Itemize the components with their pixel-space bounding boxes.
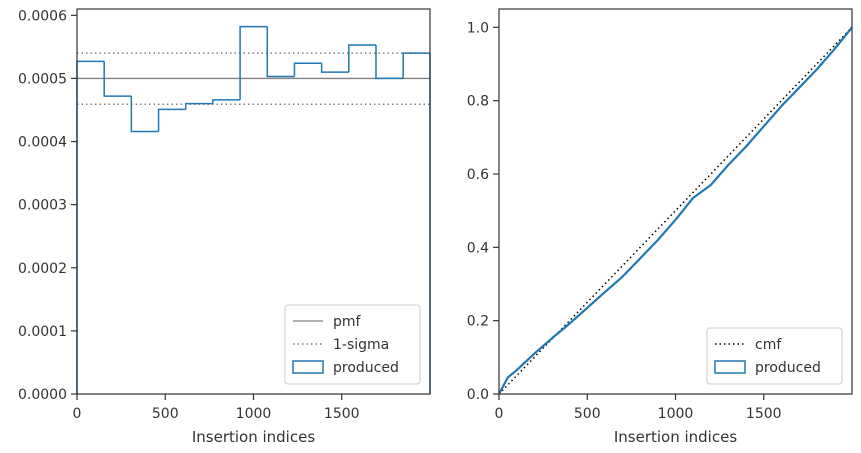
histogram-panel: 0 500 1000 1500 0.0000 0.0001 0.0002 0.0003 0.00… [18,8,431,446]
histogram-bin [103,61,132,97]
histogram-x-tick-label: 500 [152,406,179,422]
cumulative-x-tick-label: 1500 [746,406,782,422]
histogram-x-axis-label: Insertion indices [192,428,315,446]
histogram-bin [320,63,349,73]
histogram-legend-handle-produced [292,360,324,374]
histogram-legend: pmf 1-sigma produced [284,304,421,385]
cumulative-y-tick-label: 0.2 [467,314,489,330]
cumulative-x-tick-label: 500 [574,406,601,422]
cumulative-y-tick-label: 0.4 [467,240,489,256]
histogram-legend-box [284,304,421,385]
cumulative-y-tick-label: 0.0 [467,387,489,403]
cumulative-y-tick-label: 0.6 [467,167,489,183]
histogram-y-tick-label: 0.0003 [18,198,67,214]
histogram-bin [293,62,322,77]
cumulative-legend-label-produced: produced [755,360,821,376]
cumulative-legend-handle-produced [714,360,746,374]
cumulative-x-tick-label: 0 [495,406,504,422]
histogram-bin [239,25,268,100]
histogram-bin [375,44,404,80]
cumulative-x-axis-label: Insertion indices [614,428,737,446]
histogram-legend-label-sigma: 1-sigma [333,337,389,353]
cumulative-legend-box [706,327,843,385]
cumulative-legend: cmf produced [706,327,843,385]
histogram-x-tick-label: 1500 [324,406,360,422]
histogram-bin [266,26,295,78]
histogram-legend-label-pmf: pmf [333,314,362,330]
histogram-y-tick-label: 0.0004 [18,135,67,151]
histogram-y-tick-label: 0.0005 [18,71,67,87]
cumulative-y-tick-label: 0.8 [467,94,489,110]
histogram-bin [130,96,159,133]
cmf-line [498,26,853,395]
histogram-y-tick-label: 0.0000 [18,387,67,403]
cumulative-legend-label-cmf: cmf [755,337,782,353]
histogram-bin [76,60,105,394]
histogram-bin [184,102,213,110]
cumulative-y-tick-label: 1.0 [467,20,489,36]
histogram-legend-label-produced: produced [333,360,399,376]
histogram-x-tick-label: 0 [73,406,82,422]
cumulative-panel: 0 500 1000 1500 0.0 0.2 0.4 0.6 0.8 1.0 Insertion… [467,8,853,446]
cumulative-plot-frame [498,8,853,395]
histogram-y-tick-label: 0.0002 [18,261,67,277]
histogram-bin [212,99,241,104]
cumulative-x-tick-label: 1000 [658,406,694,422]
histogram-y-tick-label: 0.0006 [18,8,67,24]
produced-curve [498,26,853,395]
histogram-bin [157,108,186,132]
histogram-y-tick-label: 0.0001 [18,324,67,340]
histogram-plot-frame [76,8,431,395]
histogram-x-tick-label: 1000 [236,406,272,422]
histogram-bin [348,44,376,73]
